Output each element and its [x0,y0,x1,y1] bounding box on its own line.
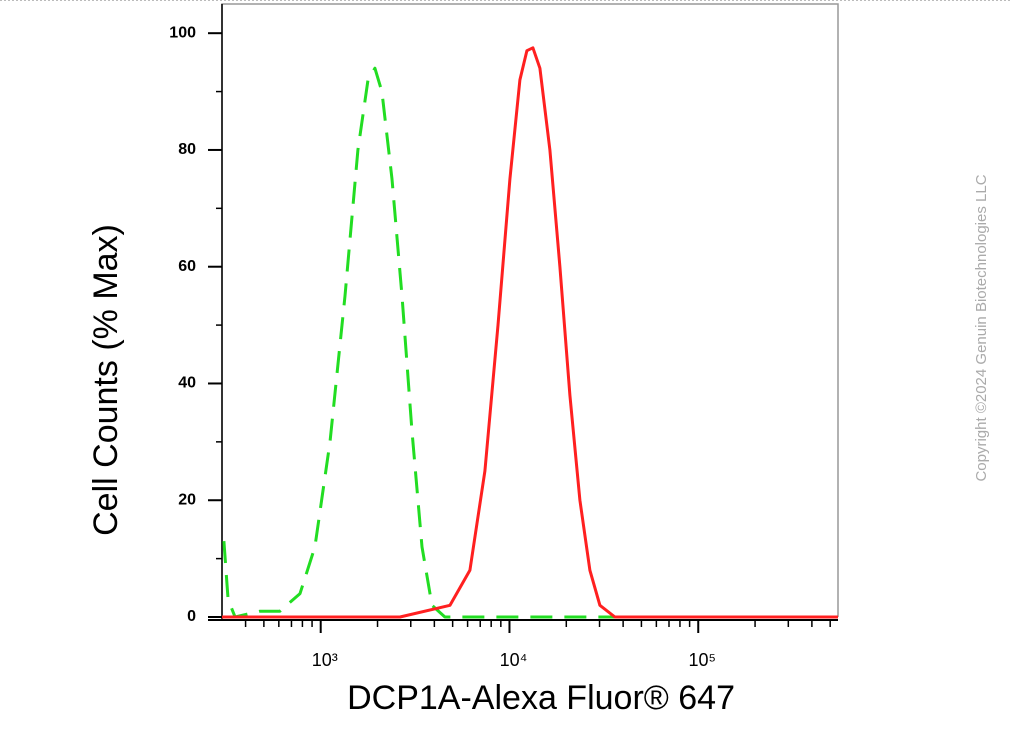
y-axis-label: Cell Counts (% Max) [87,224,125,536]
x-axis-label: DCP1A-Alexa Fluor® 647 [347,679,735,717]
y-tick-label: 80 [178,141,196,158]
y-tick-label: 60 [178,258,196,275]
y-tick-label: 100 [169,24,196,41]
y-tick-label: 20 [178,491,196,508]
histogram-line [222,46,838,619]
histogram-line [222,66,838,619]
x-tick-label: 10⁴ [500,650,528,670]
plot-frame [221,3,839,617]
x-tick-label: 10³ [312,650,338,670]
y-tick-label: 40 [178,375,196,392]
watermark: Copyright ©2024 Genuin Biotechnologies L… [973,174,990,481]
y-tick-label: 0 [187,608,196,625]
x-tick-label: 10⁵ [689,650,716,670]
